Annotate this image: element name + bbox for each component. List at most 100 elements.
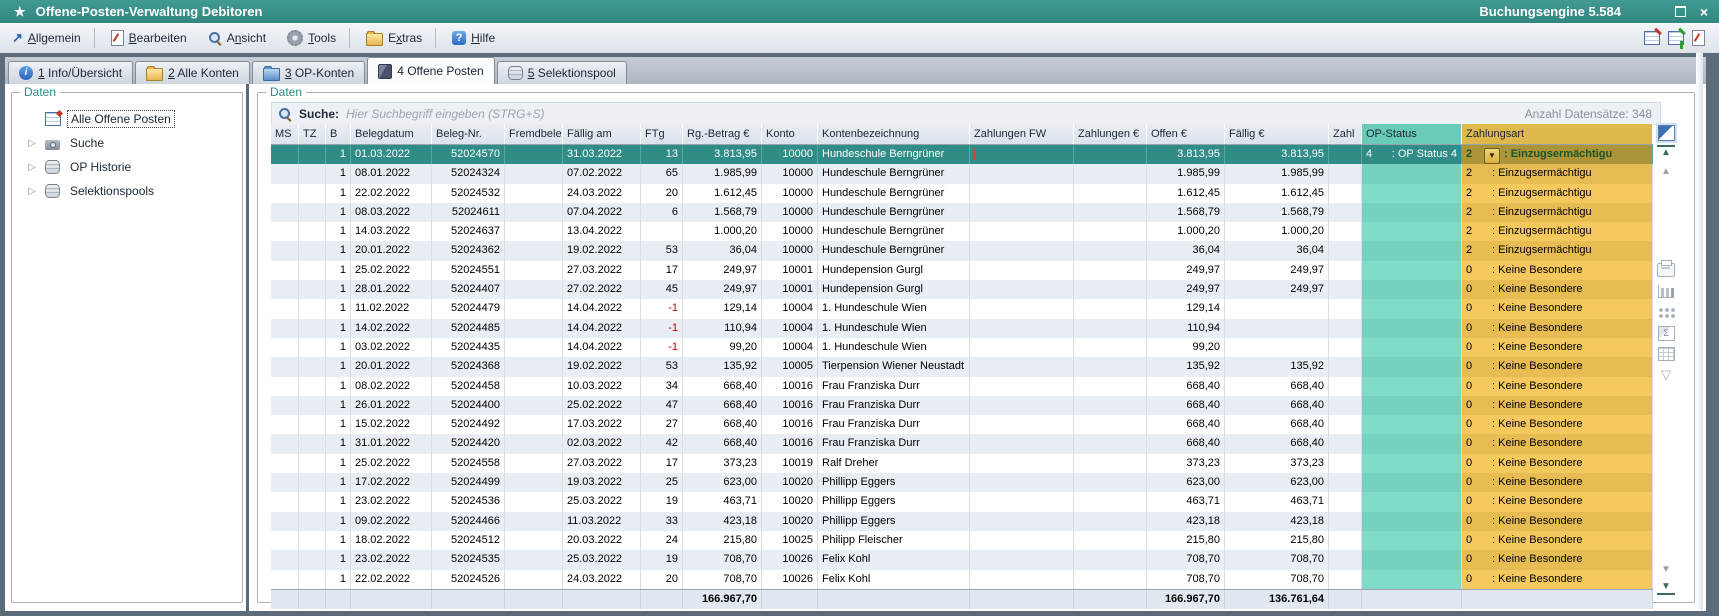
zahlungsart-code: 2	[1466, 186, 1473, 199]
column-header-rg-betrag[interactable]: Rg.-Betrag €	[683, 124, 762, 144]
column-header-offen[interactable]: Offen €	[1147, 124, 1225, 144]
column-header-tz[interactable]: TZ	[299, 124, 326, 144]
scroll-up-button[interactable]: ▲	[1661, 165, 1671, 177]
document-edit-icon[interactable]	[1692, 30, 1705, 46]
cell-tz	[299, 511, 326, 531]
total-rg-betrag: 166.967,70	[683, 589, 762, 610]
menu-item-allgemein[interactable]: ↗ Allgemein	[3, 27, 90, 49]
menu-item-label: Allgemein	[27, 31, 81, 45]
table-remove-icon[interactable]	[1644, 31, 1660, 45]
table-add-icon[interactable]	[1668, 31, 1684, 49]
column-header-ftg[interactable]: FTg	[641, 124, 683, 144]
table-row[interactable]: 1 14.02.2022 52024485 14.04.2022 -1 110,94 100…	[271, 318, 1653, 338]
column-header-zahl[interactable]: Zahl	[1329, 124, 1362, 144]
table-row[interactable]: 1 14.03.2022 52024637 13.04.2022 1.000,20 100…	[271, 222, 1653, 242]
cell-ms	[271, 473, 299, 493]
cell-faellig: 1.000,20	[1225, 222, 1329, 242]
menu-item-ansicht[interactable]: Ansicht	[199, 28, 275, 48]
tree-item-selektionspools[interactable]: ▷ Selektionspools	[26, 179, 236, 203]
cell-zahl	[1329, 550, 1362, 570]
cell-faellig-am: 19.02.2022	[563, 241, 641, 261]
table-row[interactable]: 1 18.02.2022 52024512 20.03.2022 24 215,80 100…	[271, 530, 1653, 551]
table-row[interactable]: 1 26.01.2022 52024400 25.02.2022 47 668,40 100…	[271, 395, 1653, 416]
column-header-op-status[interactable]: OP-Status	[1362, 124, 1462, 144]
expand-arrow-icon[interactable]: ▷	[28, 137, 36, 149]
table-row[interactable]: 1 17.02.2022 52024499 19.03.2022 25 623,00 100…	[271, 473, 1653, 493]
column-header-fremdbeleg[interactable]: Fremdbeleg-	[505, 124, 563, 144]
scroll-to-top-button[interactable]: ▲	[1657, 145, 1675, 159]
cell-konto: 10000	[762, 202, 818, 223]
tree-item-op-historie[interactable]: ▷ OP Historie	[26, 155, 236, 179]
tree-item-alle-offene-posten[interactable]: Alle Offene Posten	[26, 107, 236, 131]
cell-ftg: 25	[641, 473, 683, 493]
cell-beleg-nr: 52024512	[432, 530, 505, 551]
tab-4-offene-posten[interactable]: 4 Offene Posten	[367, 57, 495, 84]
cell-kontenbezeichnung: Ralf Dreher	[818, 453, 970, 474]
table-row[interactable]: 1 25.02.2022 52024558 27.03.2022 17 373,23 100…	[271, 453, 1653, 474]
table-row[interactable]: 1 20.01.2022 52024368 19.02.2022 53 135,92 100…	[271, 357, 1653, 377]
table-row[interactable]: 1 11.02.2022 52024479 14.04.2022 -1 129,14 100…	[271, 299, 1653, 319]
menu-item-tools[interactable]: Tools	[278, 27, 345, 49]
zahlungsart-dropdown-button[interactable]: ▼	[1484, 147, 1500, 164]
cell-ms	[271, 241, 299, 261]
column-header-konto[interactable]: Konto	[762, 124, 818, 144]
cell-fremdbeleg	[505, 434, 563, 454]
table-row[interactable]: 1 22.02.2022 52024532 24.03.2022 20 1.612,45 1…	[271, 183, 1653, 203]
table-row[interactable]: 1 03.02.2022 52024435 14.04.2022 -1 99,20 1000…	[271, 337, 1653, 358]
menu-bar: ↗ Allgemein Bearbeiten Ansicht Tools Extras ? H…	[0, 23, 1719, 54]
chart-button[interactable]	[1657, 282, 1675, 300]
table-row[interactable]: 1 01.03.2022 52024570 31.03.2022 13 3.813,95 1…	[271, 145, 1653, 165]
menu-item-bearbeiten[interactable]: Bearbeiten	[102, 27, 196, 49]
column-header-zahlungen-eur[interactable]: Zahlungen €	[1074, 124, 1147, 144]
cell-zahl	[1329, 202, 1362, 223]
table-row[interactable]: 1 08.02.2022 52024458 10.03.2022 34 668,40 100…	[271, 376, 1653, 396]
restore-button[interactable]	[1671, 4, 1689, 20]
grid-view-button[interactable]	[1657, 345, 1675, 363]
column-chooser-button[interactable]	[1655, 123, 1677, 143]
cell-zahlungen-eur	[1074, 473, 1147, 493]
cell-zahlungen-eur	[1074, 453, 1147, 474]
scroll-to-bottom-button[interactable]: ▼	[1657, 581, 1675, 595]
menu-item-hilfe[interactable]: ? Hilfe	[443, 28, 504, 48]
column-header-beleg-nr[interactable]: Beleg-Nr.	[432, 124, 505, 144]
column-header-kontenbezeichnung[interactable]: Kontenbezeichnung	[818, 124, 970, 144]
column-header-ms[interactable]: MS	[271, 124, 299, 144]
expand-arrow-icon[interactable]: ▷	[28, 185, 36, 197]
column-header-faellig[interactable]: Fällig €	[1225, 124, 1329, 144]
table-row[interactable]: 1 22.02.2022 52024526 24.03.2022 20 708,70 100…	[271, 569, 1653, 589]
table-row[interactable]: 1 28.01.2022 52024407 27.02.2022 45 249,97 100…	[271, 280, 1653, 300]
cell-zahl	[1329, 145, 1362, 165]
column-header-zahlungsart[interactable]: Zahlungsart	[1462, 124, 1653, 144]
tab-1-info-bersicht[interactable]: i 1 Info/Übersicht	[8, 61, 134, 84]
table-row[interactable]: 1 23.02.2022 52024536 25.03.2022 19 463,71 100…	[271, 492, 1653, 512]
folder-yellow-icon	[146, 66, 164, 81]
table-row[interactable]: 1 25.02.2022 52024551 27.03.2022 17 249,97 100…	[271, 260, 1653, 281]
column-header-faellig-am[interactable]: Fällig am	[563, 124, 641, 144]
search-bar[interactable]: Suche: Hier Suchbegriff eingeben (STRG+S…	[271, 102, 1661, 125]
table-row[interactable]: 1 09.02.2022 52024466 11.03.2022 33 423,18 100…	[271, 511, 1653, 531]
tab-5-selektionspool[interactable]: 5 Selektionspool	[496, 61, 627, 84]
sum-button[interactable]: Σ	[1657, 324, 1675, 342]
cell-kontenbezeichnung: Frau Franziska Durr	[818, 376, 970, 396]
close-button[interactable]: ×	[1695, 4, 1713, 20]
table-row[interactable]: 1 31.01.2022 52024420 02.03.2022 42 668,40 100…	[271, 434, 1653, 454]
menu-item-extras[interactable]: Extras	[357, 27, 431, 49]
table-row[interactable]: 1 08.03.2022 52024611 07.04.2022 6 1.568,79 10…	[271, 202, 1653, 223]
filter-button[interactable]: ▽	[1657, 366, 1675, 384]
tab-2-alle-konten[interactable]: 2 Alle Konten	[135, 61, 250, 84]
table-row[interactable]: 1 08.01.2022 52024324 07.02.2022 65 1.985,99 1…	[271, 164, 1653, 184]
table-row[interactable]: 1 23.02.2022 52024535 25.03.2022 19 708,70 100…	[271, 550, 1653, 570]
title-bar: ★ Offene-Posten-Verwaltung Debitoren Buc…	[0, 0, 1719, 23]
table-row[interactable]: 1 15.02.2022 52024492 17.03.2022 27 668,40 100…	[271, 415, 1653, 435]
panel-splitter[interactable]	[246, 84, 249, 611]
print-button[interactable]	[1657, 260, 1675, 279]
column-header-b[interactable]: B	[326, 124, 351, 144]
expand-arrow-icon[interactable]: ▷	[28, 161, 36, 173]
tab-3-op-konten[interactable]: 3 OP-Konten	[251, 61, 366, 84]
column-header-zahlungen-fw[interactable]: Zahlungen FW	[970, 124, 1074, 144]
scroll-down-button[interactable]: ▼	[1661, 563, 1671, 575]
tree-item-suche[interactable]: ▷ Suche	[26, 131, 236, 155]
table-row[interactable]: 1 20.01.2022 52024362 19.02.2022 53 36,04 1000…	[271, 241, 1653, 261]
group-button[interactable]	[1657, 303, 1675, 321]
column-header-belegdatum[interactable]: Belegdatum	[351, 124, 432, 144]
